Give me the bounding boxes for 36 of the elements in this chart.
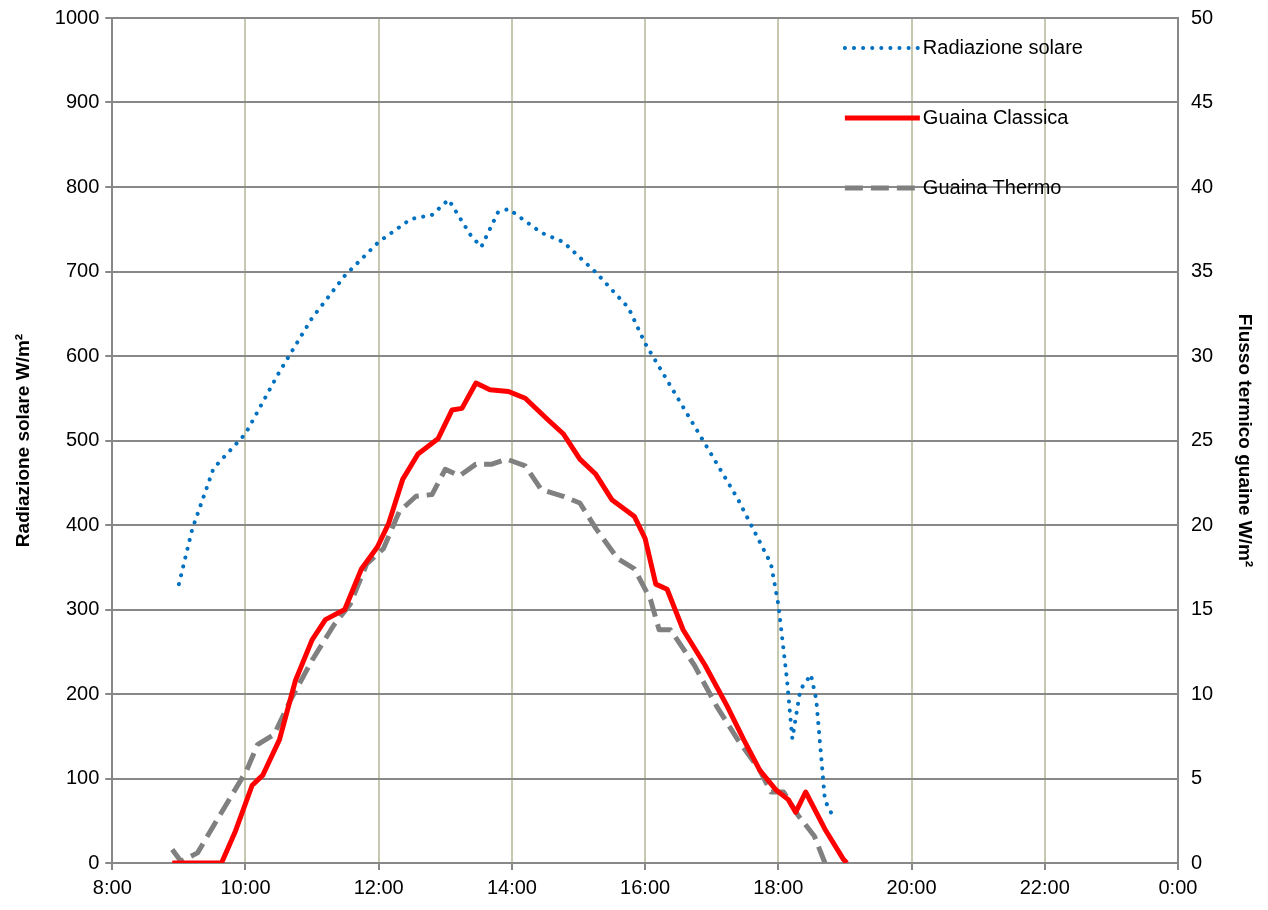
y-tick-label: 800 <box>65 174 100 197</box>
y-tick-label: 400 <box>65 512 100 535</box>
y2-tick-label: 15 <box>1190 597 1214 620</box>
legend-label: Guaina Classica <box>922 105 1070 128</box>
x-tick-label: 14:00 <box>486 875 537 898</box>
y2-tick-label: 10 <box>1190 681 1214 704</box>
y-tick-label: 100 <box>65 766 100 789</box>
legend-label: Guaina Thermo <box>922 175 1062 198</box>
y2-axis-title: Flusso termico guaine W/m² <box>1235 313 1257 568</box>
x-tick-label: 20:00 <box>886 875 937 898</box>
y-tick-label: 200 <box>65 681 100 704</box>
y2-tick-label: 30 <box>1190 343 1214 366</box>
y2-tick-label: 0 <box>1190 850 1203 873</box>
y-tick-label: 1000 <box>54 5 100 28</box>
y2-tick-label: 25 <box>1190 428 1214 451</box>
y-tick-label: 300 <box>65 597 100 620</box>
x-tick-label: 10:00 <box>220 875 271 898</box>
x-tick-label: 18:00 <box>753 875 804 898</box>
y-tick-label: 900 <box>65 90 100 113</box>
y2-tick-label: 20 <box>1190 512 1214 535</box>
legend-label: Radiazione solare <box>922 35 1083 58</box>
y2-tick-label: 45 <box>1190 90 1214 113</box>
y2-tick-label: 50 <box>1190 5 1214 28</box>
y-tick-label: 700 <box>65 259 100 282</box>
y-axis-title: Radiazione solare W/m² <box>11 333 33 548</box>
x-tick-label: 22:00 <box>1019 875 1070 898</box>
x-tick-label: 0:00 <box>1158 875 1198 898</box>
y2-tick-label: 40 <box>1190 174 1214 197</box>
x-tick-label: 8:00 <box>92 875 132 898</box>
y2-tick-label: 35 <box>1190 259 1214 282</box>
y-tick-label: 600 <box>65 343 100 366</box>
y2-tick-label: 5 <box>1190 766 1203 789</box>
x-tick-label: 16:00 <box>620 875 671 898</box>
x-tick-label: 12:00 <box>353 875 404 898</box>
y-tick-label: 500 <box>65 428 100 451</box>
y-tick-label: 0 <box>88 850 100 873</box>
